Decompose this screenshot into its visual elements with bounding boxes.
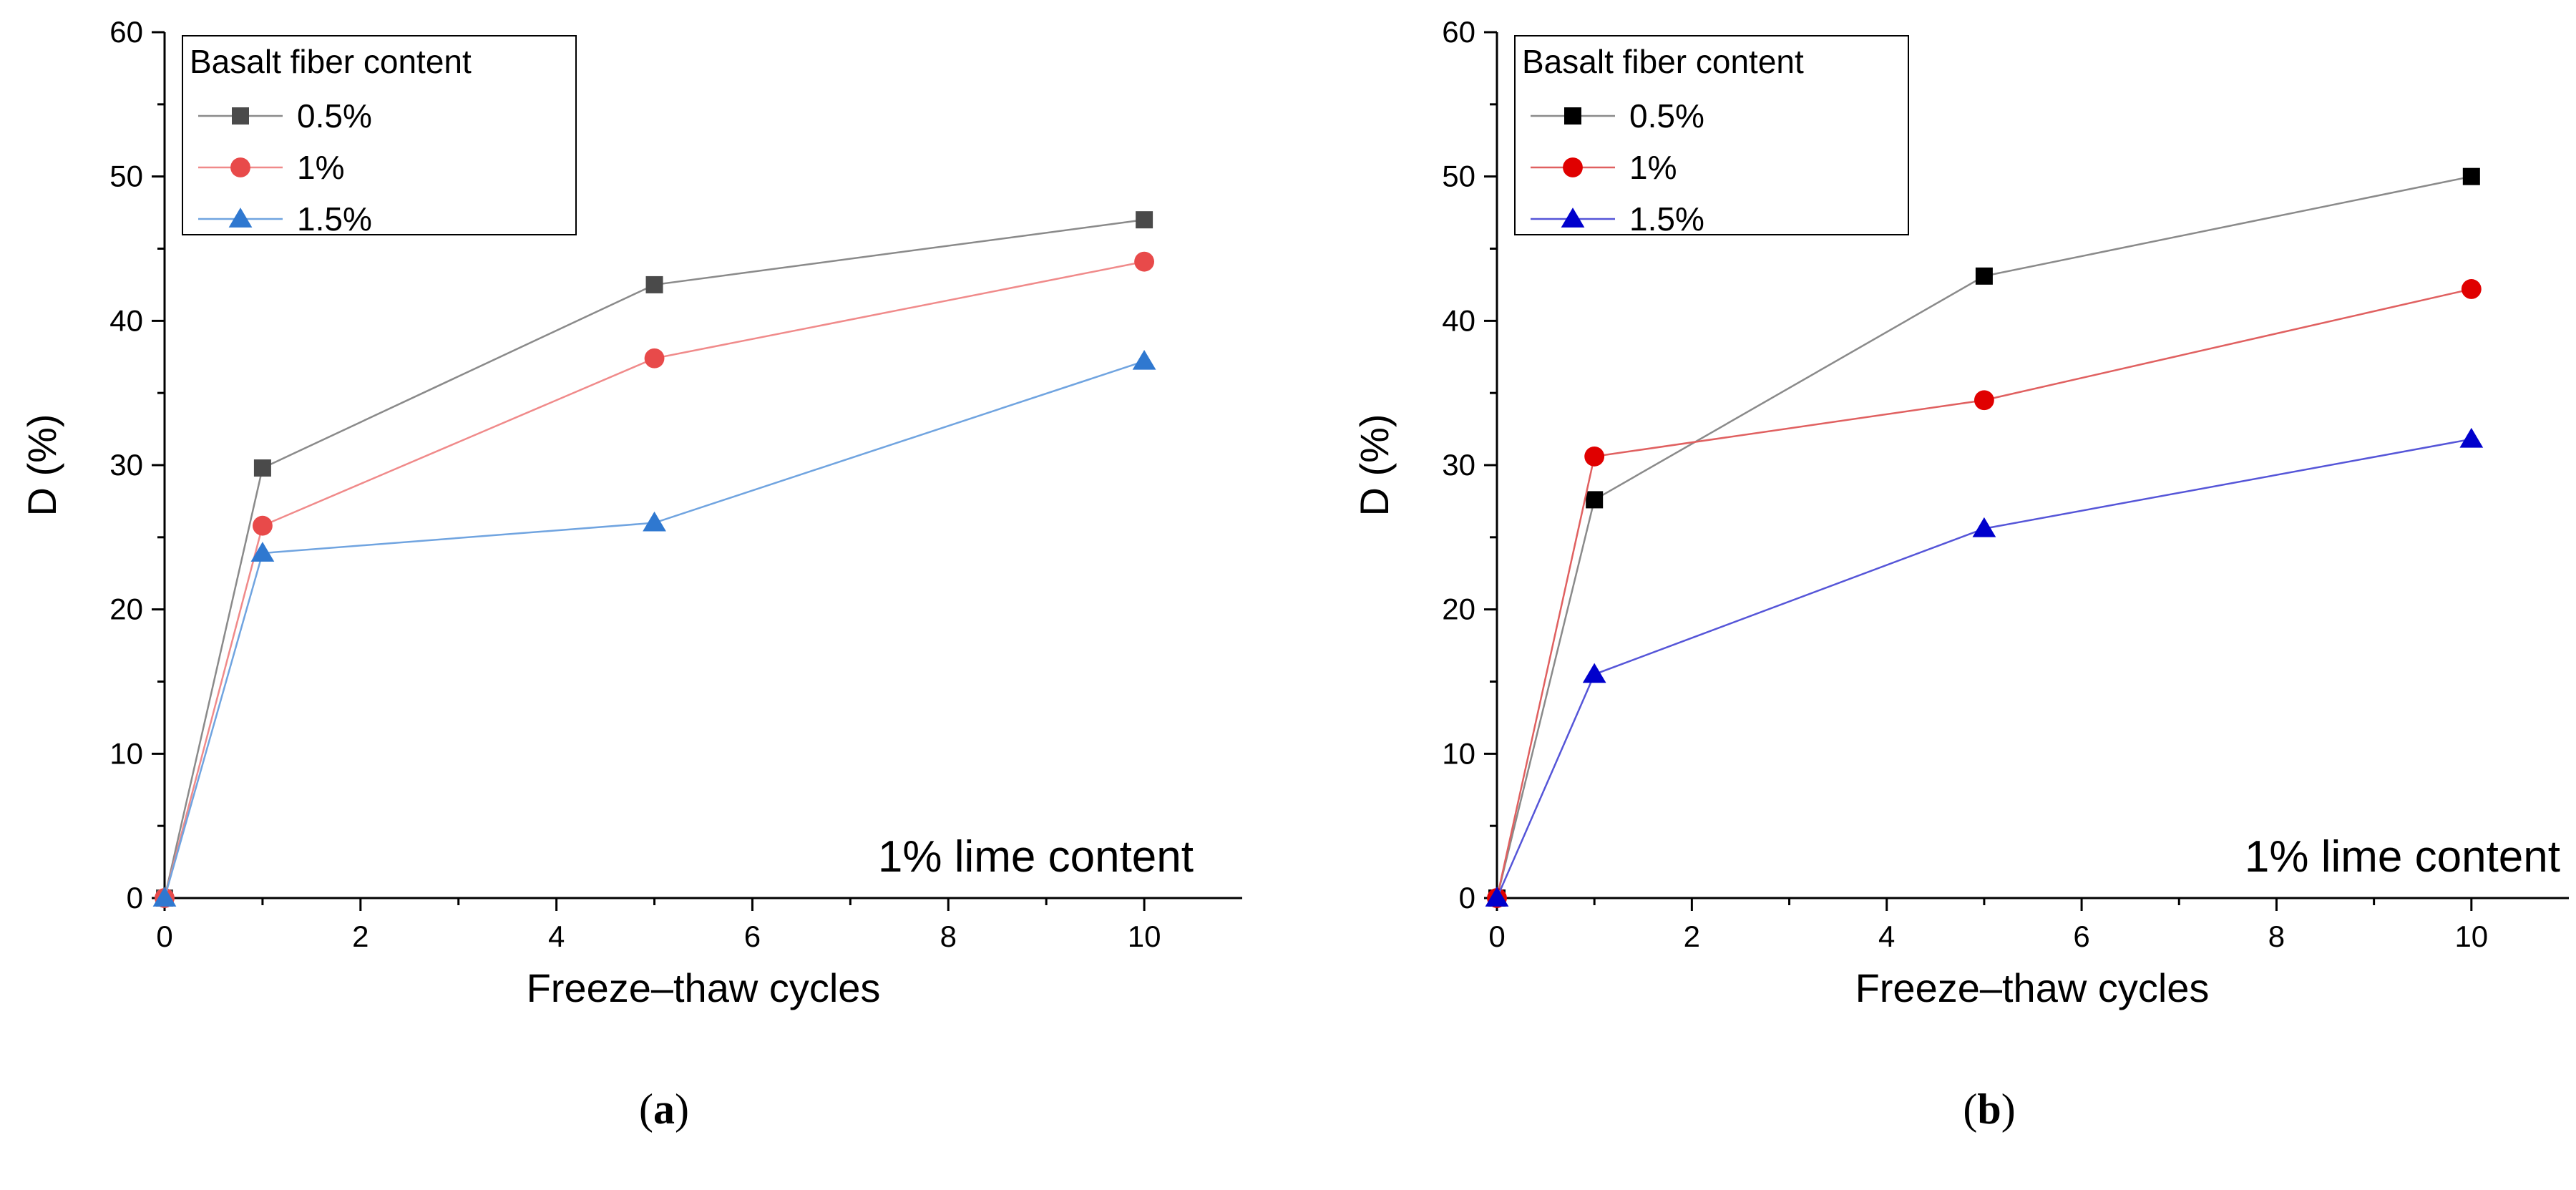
legend-marker (1563, 157, 1583, 177)
x-axis-label: Freeze–thaw cycles (527, 965, 881, 1010)
y-tick-label: 40 (1442, 303, 1475, 337)
legend-marker (230, 157, 250, 177)
panel-caption: (b) (1963, 1086, 2015, 1133)
legend-label: 1.5% (297, 200, 372, 238)
y-tick-label: 50 (1442, 160, 1475, 193)
data-point (644, 348, 665, 369)
data-point (2459, 427, 2484, 448)
x-tick-label: 2 (352, 920, 369, 953)
y-axis-label: D (%) (19, 414, 64, 516)
chart-panel-b: 0 10 20 30 40 50 60 0 2 4 6 8 10 Freeze–thaw cycles D … (1352, 15, 2569, 1133)
data-point (152, 887, 177, 907)
y-tick-label: 50 (109, 160, 143, 193)
x-tick-label: 0 (1488, 920, 1505, 953)
data-point (1134, 251, 1155, 272)
legend: Basalt fiber content 0.5% 1% 1.5% (1514, 35, 1909, 238)
data-point (252, 515, 273, 536)
data-point (1586, 491, 1604, 509)
y-tick-label: 10 (1442, 736, 1475, 770)
series-line-1.5% (163, 360, 1145, 899)
data-point (1485, 887, 1509, 907)
legend-label: 0.5% (297, 97, 372, 135)
data-point (253, 459, 271, 477)
series-line-1% (163, 260, 1145, 899)
data-point (1132, 349, 1156, 370)
x-tick-label: 6 (744, 920, 761, 953)
series-line-1.5% (1496, 438, 2472, 899)
data-point (645, 275, 663, 293)
y-tick-label: 0 (1459, 881, 1475, 915)
y-tick-label: 20 (1442, 592, 1475, 626)
legend-title: Basalt fiber content (190, 43, 472, 80)
x-tick-label: 10 (2454, 920, 2488, 953)
y-axis-label: D (%) (1352, 414, 1397, 516)
legend-marker (232, 107, 249, 125)
lime-content-annotation: 1% lime content (878, 832, 1194, 882)
x-tick-label: 10 (1128, 920, 1161, 953)
legend-box (182, 35, 577, 235)
series-line-0.5% (163, 218, 1145, 899)
data-point (2461, 279, 2482, 299)
legend-label: 0.5% (1629, 97, 1704, 135)
panel-letter: a (653, 1086, 675, 1133)
data-point (1975, 267, 1993, 285)
legend-label: 1% (297, 149, 344, 186)
y-tick-label: 10 (109, 736, 143, 770)
x-tick-label: 4 (548, 920, 565, 953)
y-tick-label: 60 (109, 15, 143, 49)
data-point (1582, 663, 1606, 683)
data-point (2462, 167, 2480, 185)
y-tick-label: 0 (127, 881, 143, 915)
legend-label: 1% (1629, 149, 1677, 186)
legend: Basalt fiber content 0.5% 1% 1.5% (182, 35, 577, 238)
x-tick-label: 8 (940, 920, 957, 953)
legend-title: Basalt fiber content (1522, 43, 1804, 80)
series-line-1% (1496, 288, 2472, 899)
data-point (1974, 390, 1994, 411)
x-tick-label: 2 (1684, 920, 1700, 953)
x-tick-label: 4 (1878, 920, 1895, 953)
x-tick-label: 6 (2073, 920, 2089, 953)
legend-marker (1561, 208, 1585, 228)
y-tick-label: 30 (109, 448, 143, 482)
series-line-0.5% (1496, 175, 2472, 899)
y-tick-label: 60 (1442, 15, 1475, 49)
data-point (250, 542, 275, 562)
legend-box (1514, 35, 1909, 235)
y-tick-label: 40 (109, 303, 143, 337)
legend-marker (1564, 107, 1581, 125)
x-tick-label: 0 (156, 920, 172, 953)
data-point (1136, 211, 1153, 229)
y-tick-label: 30 (1442, 448, 1475, 482)
panel-caption: (a) (639, 1086, 689, 1133)
chart-panel-a: 0 10 20 30 40 50 60 0 2 4 6 8 10 Freeze–thaw cycles D … (19, 15, 1242, 1133)
data-point (643, 511, 666, 532)
y-tick-label: 20 (109, 592, 143, 626)
x-tick-label: 8 (2268, 920, 2285, 953)
lime-content-annotation: 1% lime content (2245, 832, 2560, 882)
panel-letter: b (1977, 1086, 2001, 1133)
legend-label: 1.5% (1629, 200, 1704, 238)
data-point (1972, 517, 1996, 537)
data-point (1584, 446, 1605, 467)
legend-marker (228, 208, 253, 228)
x-axis-label: Freeze–thaw cycles (1855, 965, 2210, 1010)
